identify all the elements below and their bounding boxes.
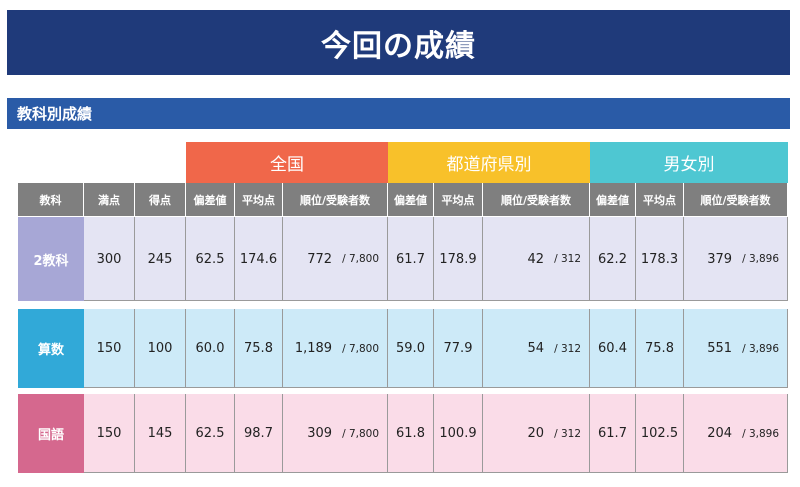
- prefecture-deviation-cell: 61.7: [388, 217, 434, 301]
- gender-rank-cell: 204 / 3,896: [684, 394, 788, 473]
- group-header-0: 全国: [186, 142, 388, 183]
- gender-deviation-cell: 61.7: [590, 394, 636, 473]
- table-row: [84, 217, 788, 301]
- gender-average-cell: 178.3: [636, 217, 684, 301]
- column-header-rank: 順位/受験者数: [483, 183, 590, 217]
- column-header-deviation: 偏差値: [590, 183, 636, 217]
- examinee-total: / 3,896: [742, 253, 779, 265]
- rank-value: 42: [527, 251, 545, 267]
- national-rank-cell: 309 / 7,800: [283, 394, 388, 473]
- column-header-full: 満点: [84, 183, 135, 217]
- table-row: [84, 394, 788, 473]
- column-header-average: 平均点: [434, 183, 483, 217]
- examinee-total: / 7,800: [342, 427, 379, 440]
- subject-label: 算数: [18, 309, 84, 388]
- full-score-cell: 150: [84, 394, 135, 473]
- score-cell: 145: [135, 394, 186, 473]
- column-header-rank: 順位/受験者数: [283, 183, 388, 217]
- gender-deviation-cell: 60.4: [590, 309, 636, 388]
- prefecture-average-cell: 100.9: [434, 394, 483, 473]
- section-title: 教科別成績: [17, 105, 93, 123]
- prefecture-average-cell: 77.9: [434, 309, 483, 388]
- gender-rank-cell: 551 / 3,896: [684, 309, 788, 388]
- column-header-average: 平均点: [636, 183, 684, 217]
- gender-average-cell: 102.5: [636, 394, 684, 473]
- full-score-cell: 300: [84, 217, 135, 301]
- page-title: 今回の成績: [321, 28, 476, 64]
- subject-label: 国語: [18, 394, 84, 473]
- group-header-2: 男女別: [590, 142, 788, 183]
- prefecture-rank-cell: 54 / 312: [483, 309, 590, 388]
- rank-value: 204: [707, 426, 733, 441]
- rank-value: 551: [707, 341, 733, 356]
- gender-deviation-cell: 62.2: [590, 217, 636, 301]
- national-deviation-cell: 62.5: [186, 394, 235, 473]
- rank-value: 309: [307, 426, 333, 441]
- examinee-total: / 7,800: [342, 342, 379, 355]
- rank-value: 772: [307, 251, 333, 267]
- column-header-deviation: 偏差値: [186, 183, 235, 217]
- prefecture-average-cell: 178.9: [434, 217, 483, 301]
- national-average-cell: 174.6: [235, 217, 283, 301]
- examinee-total: / 312: [554, 342, 581, 355]
- rank-value: 1,189: [294, 341, 333, 356]
- prefecture-deviation-cell: 61.8: [388, 394, 434, 473]
- column-header-score: 得点: [135, 183, 186, 217]
- full-score-cell: 150: [84, 309, 135, 388]
- national-average-cell: 98.7: [235, 394, 283, 473]
- examinee-total: / 3,896: [742, 427, 779, 440]
- column-header-subject: 教科: [18, 183, 84, 217]
- score-cell: 100: [135, 309, 186, 388]
- national-rank-cell: 1,189 / 7,800: [283, 309, 388, 388]
- column-header-average: 平均点: [235, 183, 283, 217]
- section-header: 教科別成績: [7, 98, 790, 129]
- rank-value: 54: [527, 341, 545, 356]
- column-header-rank: 順位/受験者数: [684, 183, 788, 217]
- gender-rank-cell: 379 / 3,896: [684, 217, 788, 301]
- examinee-total: / 312: [554, 427, 581, 440]
- prefecture-rank-cell: 20 / 312: [483, 394, 590, 473]
- national-rank-cell: 772 / 7,800: [283, 217, 388, 301]
- national-deviation-cell: 62.5: [186, 217, 235, 301]
- page-title-bar: 今回の成績: [7, 10, 790, 75]
- column-header-deviation: 偏差値: [388, 183, 434, 217]
- rank-value: 20: [527, 426, 545, 441]
- examinee-total: / 312: [554, 253, 581, 265]
- rank-value: 379: [707, 251, 733, 267]
- examinee-total: / 7,800: [342, 253, 379, 265]
- gender-average-cell: 75.8: [636, 309, 684, 388]
- score-cell: 245: [135, 217, 186, 301]
- national-average-cell: 75.8: [235, 309, 283, 388]
- prefecture-deviation-cell: 59.0: [388, 309, 434, 388]
- subject-label: 2教科: [18, 217, 84, 301]
- table-row: [84, 309, 788, 388]
- examinee-total: / 3,896: [742, 342, 779, 355]
- prefecture-rank-cell: 42 / 312: [483, 217, 590, 301]
- group-header-1: 都道府県別: [388, 142, 590, 183]
- national-deviation-cell: 60.0: [186, 309, 235, 388]
